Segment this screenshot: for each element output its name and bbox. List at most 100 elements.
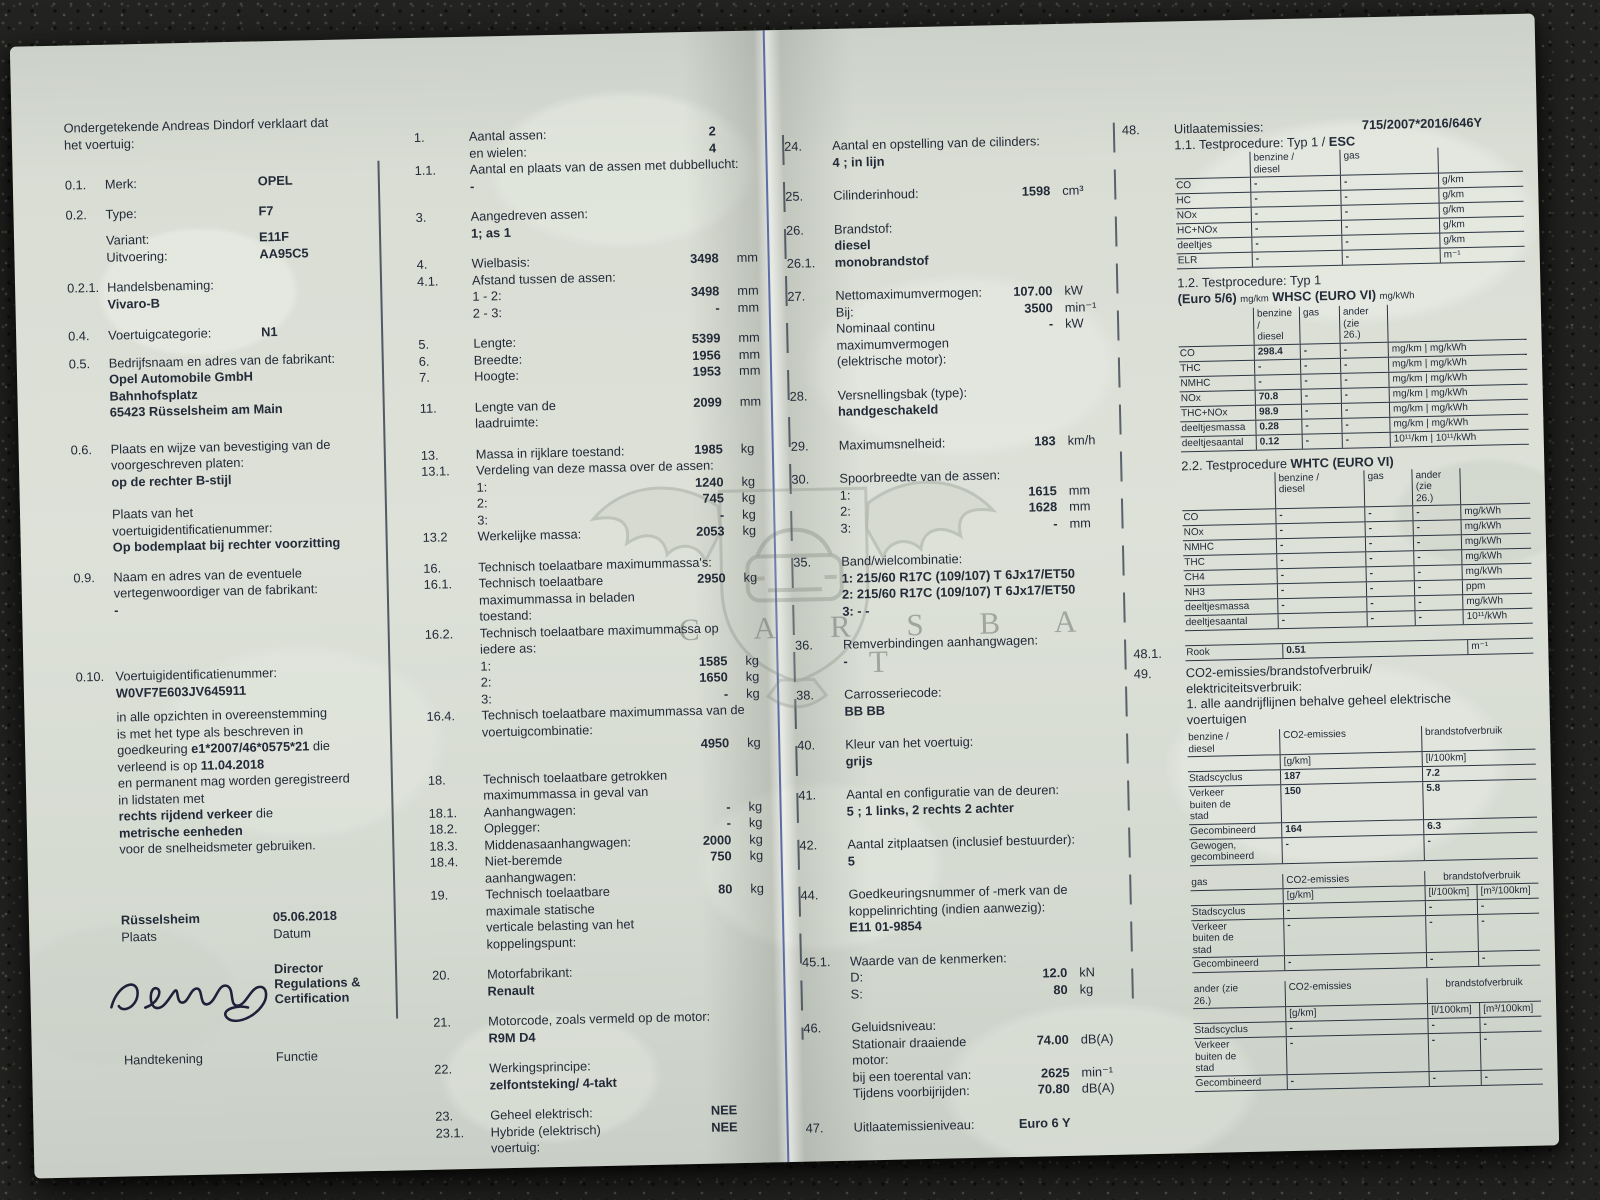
field-number: 44. <box>800 887 819 903</box>
field-unit: kN <box>1079 964 1096 980</box>
signature-block: Rüsselsheim 05.06.2018 Plaats Datum Dire… <box>81 906 421 1068</box>
field-unit: mm <box>737 298 760 315</box>
table-cell: - <box>1413 565 1462 581</box>
field-row: 47. Uitlaatemissieniveau: Euro 6 Y <box>805 1113 1135 1137</box>
signature-label: Handtekening <box>123 1050 204 1068</box>
field-number: 48. <box>1121 122 1140 138</box>
table-cell: 298.4 <box>1253 344 1300 360</box>
table-body: CO - - g/km HC - - g/km NOx - - g/km HC+… <box>1174 170 1525 269</box>
field-unit: kg <box>750 880 765 896</box>
field-number: 0.1. <box>64 177 87 193</box>
table-cell: ander (zie 26.) <box>1411 467 1461 506</box>
field-number: 1. <box>413 129 425 145</box>
field-number: 18.1. <box>428 804 458 821</box>
heading-bold: WHSC (EURO VI) <box>1272 287 1377 305</box>
table-cell: - <box>1275 507 1365 524</box>
table-cell: 10¹¹/kWh <box>1462 608 1533 625</box>
field-number: 1.1. <box>414 162 437 178</box>
field-unit: dB(A) <box>1081 1079 1115 1096</box>
table-cell: [l/100km] <box>1421 749 1536 767</box>
field-number: 19. <box>430 887 449 903</box>
table-cell: CO <box>1179 347 1195 359</box>
table-cell: ander (zie 26.) <box>1193 983 1239 1007</box>
field-value: - <box>1053 515 1058 531</box>
table-cell: - <box>1339 357 1389 373</box>
table-cell: g/km <box>1437 171 1524 188</box>
field-value: 2099 <box>693 393 722 410</box>
column-technical-2: 24. Aantal en opstelling van de cilinder… <box>784 132 1136 1137</box>
table-cell: HC <box>1176 195 1192 207</box>
table-cell: - <box>1275 537 1366 554</box>
field-value: F7 <box>258 202 274 218</box>
heading-unit: mg/kWh <box>1379 290 1415 302</box>
field-number: 0.4. <box>67 328 90 344</box>
table-body: Stadscyclus - - - Verkeer buiten de stad… <box>1193 1015 1543 1091</box>
field-row: 24. Aantal en opstelling van de cilinder… <box>784 132 1115 172</box>
field-row: 16.1. Technisch toelaatbare maximummassa… <box>423 569 789 626</box>
field-unit: mm <box>739 392 762 409</box>
field-number: 0.9. <box>73 569 95 586</box>
field-value: 1598 <box>1021 183 1051 199</box>
table-cell: 150 <box>1280 782 1424 822</box>
table-cell: - <box>1414 595 1463 611</box>
table-cell: - <box>1476 898 1540 914</box>
field-value: N1 <box>260 323 278 340</box>
field-unit: kg <box>748 814 763 830</box>
table-cell: - <box>1277 612 1367 629</box>
table-cell: - <box>1424 899 1478 915</box>
table-header-row: benzine / diesel gas ander (zie 26.) <box>1181 466 1531 510</box>
signature-place: Rüsselsheim <box>120 910 201 928</box>
table-cell: - <box>1283 953 1427 971</box>
field-unit: kW <box>1064 282 1084 298</box>
table-cell: NMHC <box>1180 377 1211 389</box>
table-cell: - <box>1365 551 1414 567</box>
field-number: 23. <box>435 1108 454 1124</box>
signature-date-label: Datum <box>273 925 312 942</box>
table-cell: - <box>1251 250 1342 267</box>
field-value: 1953 <box>692 363 722 379</box>
table-cell: 6.3 <box>1423 817 1538 834</box>
field-number: 16.1. <box>423 576 453 592</box>
table-cell: mg/kWh <box>1462 593 1533 610</box>
table-cell: gas <box>1339 147 1438 175</box>
table-cell: [l/100km] <box>1424 884 1477 900</box>
table-cell: Verkeer buiten de stad <box>1192 920 1234 956</box>
field-number: 42. <box>799 837 818 853</box>
table-cell: deeltjesaantal <box>1181 436 1244 449</box>
table-cell: - <box>1428 1070 1481 1086</box>
conformity-text: voor de snelheidsmeter gebruiken. <box>119 837 316 857</box>
field-number: 16.4. <box>426 708 456 724</box>
table-cell <box>1437 145 1523 173</box>
field-unit: mm <box>738 345 761 362</box>
table-cell: THC <box>1184 556 1206 569</box>
technical-rows-2: 24. Aantal en opstelling van de cilinder… <box>784 132 1136 1137</box>
table-cell: - <box>1340 372 1389 388</box>
table-cell: NOx <box>1180 392 1201 404</box>
table-cell: 0.12 <box>1255 434 1302 450</box>
field-unit: mm <box>737 282 759 298</box>
table-cell: - <box>1339 342 1388 358</box>
field-row: 21. Motorcode, zoals vermeld op de motor… <box>433 1007 799 1048</box>
field-number: 22. <box>434 1061 453 1077</box>
field-number: 11. <box>419 400 437 416</box>
table-row: Verkeer buiten de stad - - - <box>1191 912 1540 958</box>
field-number: 35. <box>793 554 812 570</box>
table-cell: ELR <box>1177 254 1198 267</box>
field-unit: kg <box>741 473 756 489</box>
field-unit: kg <box>747 734 761 750</box>
field-value: 4950 <box>700 735 730 751</box>
field-unit: dB(A) <box>1080 1030 1114 1047</box>
conformity-bold-text: rechts rijdend verkeer <box>118 805 253 824</box>
field-number: 49. <box>1133 666 1152 682</box>
table-cell: - <box>1250 190 1341 207</box>
table-cell: 0.51 <box>1282 640 1468 659</box>
table-cell: - <box>1340 188 1439 205</box>
table-cell: - <box>1254 374 1301 390</box>
field-number: 47. <box>805 1119 824 1136</box>
table-body: Stadscyclus - - - Verkeer buiten de stad… <box>1190 897 1541 973</box>
certificate-of-conformity-document: C A R S B A T Ondergetekende Andreas Din… <box>9 13 1560 1179</box>
table-cell: - <box>1425 951 1479 968</box>
table-cell: [l/100km] <box>1427 1002 1480 1019</box>
table-cell: - <box>1340 203 1439 220</box>
